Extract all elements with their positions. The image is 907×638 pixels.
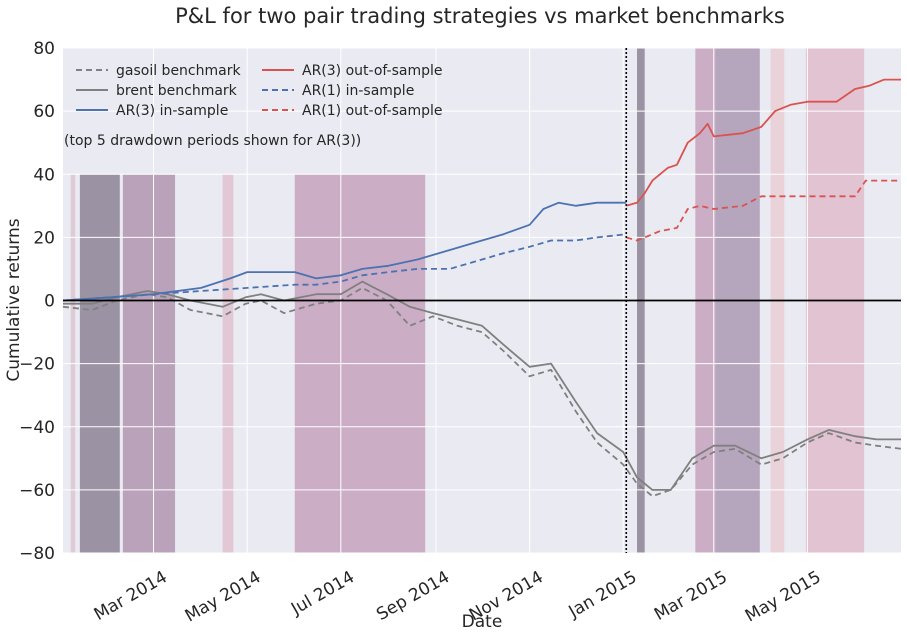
legend-label: brent benchmark (116, 83, 238, 99)
x-tick-label: May 2014 (182, 567, 265, 626)
x-tick-label: Jul 2014 (287, 567, 358, 619)
y-axis-ticks: −80 −60 −40 −20 0 20 40 60 80 (19, 39, 55, 564)
y-tick-label: −40 (19, 418, 55, 438)
series-line-ar-3-out-of-sample (626, 78, 901, 207)
legend-label: AR(3) out-of-sample (302, 63, 443, 79)
x-tick-label: Mar 2015 (651, 567, 731, 625)
y-tick-label: −80 (19, 544, 55, 564)
series-line-gasoil-benchmark (62, 286, 902, 498)
x-tick-label: Sep 2014 (373, 567, 453, 625)
legend: gasoil benchmark brent benchmark AR(3) in-… (76, 63, 443, 119)
series-line-ar-3-in-sample (62, 201, 627, 302)
y-tick-label: 40 (33, 165, 55, 185)
x-tick-label: Jan 2015 (565, 567, 641, 622)
series-line-ar-1-out-of-sample (626, 179, 901, 242)
legend-label: AR(1) in-sample (302, 83, 414, 99)
y-tick-label: 80 (33, 39, 55, 59)
y-tick-label: −20 (19, 355, 55, 375)
x-axis-ticks: Mar 2014 May 2014 Jul 2014 Sep 2014 Nov 2014… (91, 567, 825, 626)
series-lines (62, 78, 902, 498)
y-tick-label: 20 (33, 228, 55, 248)
x-tick-label: May 2015 (742, 567, 825, 626)
chart-title: P&L for two pair trading strategies vs m… (175, 4, 785, 28)
y-tick-label: −60 (19, 481, 55, 501)
drawdown-note: (top 5 drawdown periods shown for AR(3)) (64, 133, 361, 149)
series-line-ar-1-in-sample (62, 233, 627, 302)
reference-lines (63, 48, 901, 553)
series-line-brent-benchmark (63, 280, 901, 491)
y-axis-label: Cumulative returns (4, 218, 24, 381)
legend-label: gasoil benchmark (116, 63, 241, 79)
x-tick-label: Mar 2014 (91, 567, 171, 625)
legend-label: AR(1) out-of-sample (302, 103, 443, 119)
y-tick-label: 0 (44, 292, 55, 312)
legend-label: AR(3) in-sample (116, 103, 228, 119)
x-axis-label: Date (462, 612, 503, 632)
y-tick-label: 60 (33, 102, 55, 122)
